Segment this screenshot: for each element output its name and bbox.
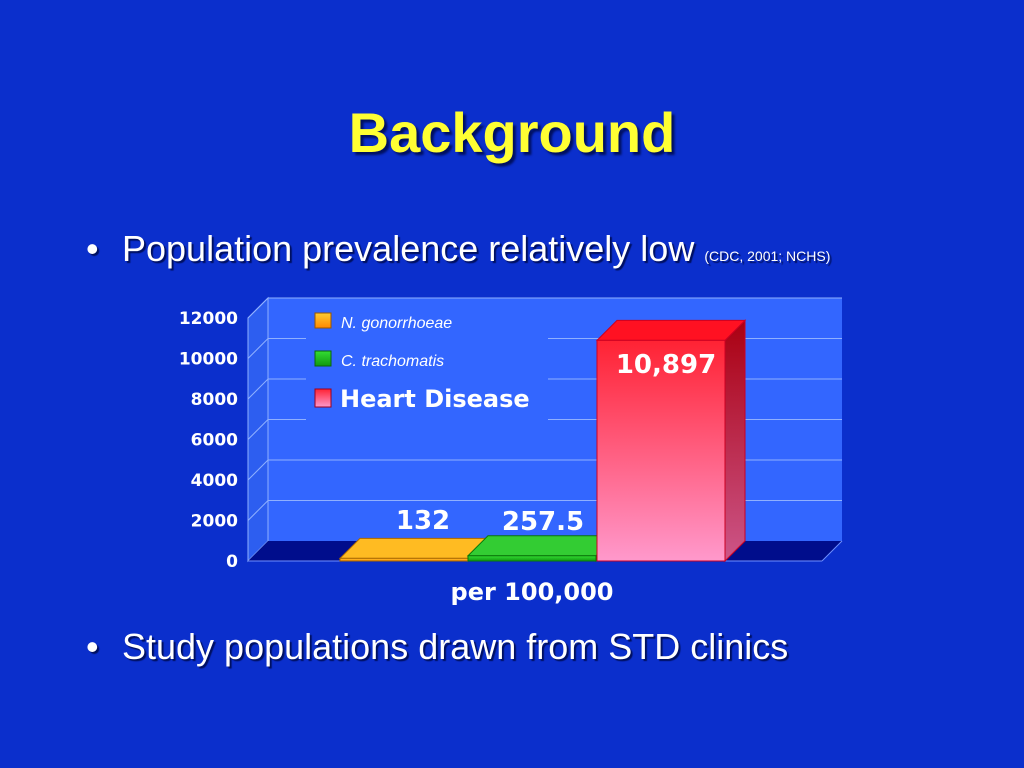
bar-top bbox=[338, 537, 490, 559]
bullet-citation: (CDC, 2001; NCHS) bbox=[704, 248, 831, 264]
legend-background bbox=[306, 308, 548, 420]
bullet-marker: • bbox=[86, 626, 99, 667]
legend-swatch-heart-disease bbox=[314, 388, 332, 408]
legend-label-heart-disease: Heart Disease bbox=[340, 385, 530, 413]
gridline-diagonal bbox=[247, 297, 269, 319]
bullet-prevalence-text: Population prevalence relatively low bbox=[122, 228, 695, 269]
x-axis-label: per 100,000 bbox=[451, 578, 614, 606]
gridline-diagonal bbox=[247, 378, 269, 400]
bars bbox=[338, 319, 747, 563]
y-tick-label: 2000 bbox=[191, 512, 238, 532]
bar-top bbox=[595, 319, 747, 341]
bullet-study-populations: • Study populations drawn from STD clinic… bbox=[86, 626, 788, 668]
bar-side bbox=[724, 319, 746, 563]
gridline-diagonal bbox=[247, 459, 269, 481]
y-axis-ticks: 0 2000 4000 6000 8000 10000 12000 bbox=[179, 309, 238, 572]
bar-c-trachomatis bbox=[466, 534, 618, 563]
y-tick-label: 12000 bbox=[179, 309, 238, 329]
y-tick-label: 4000 bbox=[191, 471, 238, 491]
legend-swatch-trachomatis bbox=[314, 350, 332, 367]
legend-swatch-gonorrhoeae bbox=[314, 312, 332, 329]
legend-label-gonorrhoeae: N. gonorrhoeae bbox=[341, 315, 452, 332]
y-tick-label: 0 bbox=[226, 552, 238, 572]
gridline-diagonal bbox=[247, 338, 269, 359]
legend-label-trachomatis: C. trachomatis bbox=[341, 353, 444, 370]
bar-front bbox=[467, 555, 597, 562]
plot-floor-right-edge bbox=[821, 540, 843, 562]
bar-top bbox=[466, 535, 618, 557]
legend: N. gonorrhoeae C. trachomatis Heart Dise… bbox=[306, 308, 548, 420]
slide-title: Background bbox=[348, 101, 676, 164]
bar-n-gonorrhoeae bbox=[338, 537, 490, 563]
bullet-marker: • bbox=[86, 228, 99, 269]
bar-front bbox=[596, 339, 726, 562]
data-label: 257.5 bbox=[502, 507, 584, 537]
data-label: 132 bbox=[396, 506, 450, 536]
y-tick-label: 8000 bbox=[191, 390, 238, 410]
bar-front bbox=[339, 557, 469, 562]
data-labels: 132 257.5 10,897 bbox=[396, 350, 716, 537]
bullet-prevalence: • Population prevalence relatively low (C… bbox=[86, 228, 830, 270]
gridline-diagonal bbox=[247, 419, 269, 440]
bar-heart-disease bbox=[595, 319, 747, 563]
y-tick-label: 6000 bbox=[191, 431, 238, 451]
gridline-diagonal bbox=[247, 500, 269, 521]
y-tick-label: 10000 bbox=[179, 350, 238, 370]
bullet-study-populations-text: Study populations drawn from STD clinics bbox=[122, 626, 789, 667]
data-label: 10,897 bbox=[616, 350, 716, 380]
